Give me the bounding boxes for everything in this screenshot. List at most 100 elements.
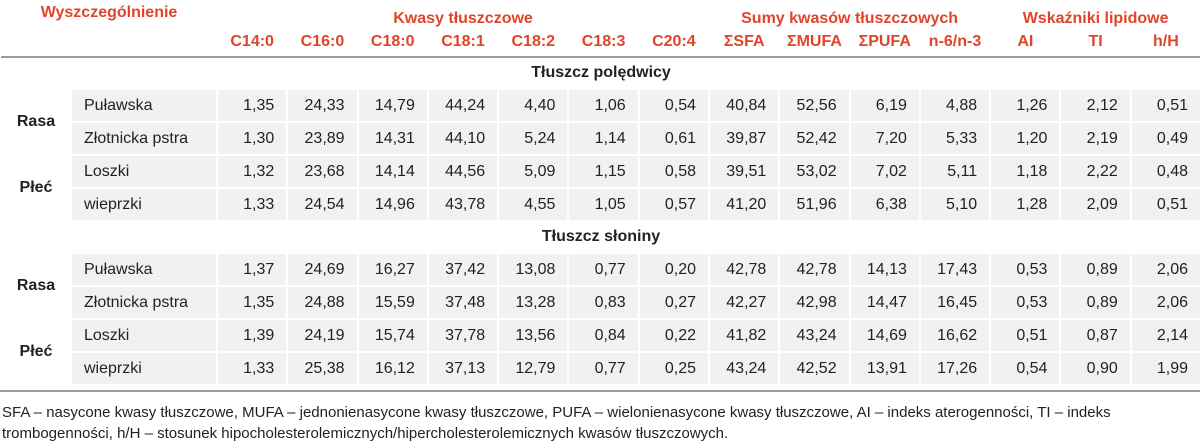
value-cell: 24,54: [286, 187, 359, 222]
stub-header: Wyszczególnienie: [1, 0, 218, 58]
value-cell: 1,33: [216, 187, 289, 222]
row-label: Złotnicka pstra: [69, 285, 219, 320]
value-cell: 14,47: [848, 285, 921, 320]
value-cell: 5,11: [918, 154, 992, 189]
value-cell: 5,10: [918, 187, 992, 222]
value-cell: 0,20: [637, 252, 711, 287]
value-cell: 0,54: [637, 88, 711, 123]
value-cell: 1,28: [989, 187, 1062, 222]
value-cell: 25,38: [286, 351, 359, 386]
value-cell: 0,51: [989, 318, 1062, 353]
column-header: ΣSFA: [709, 28, 780, 58]
column-header: ΣMUFA: [779, 28, 850, 58]
row-label: wieprzki: [69, 187, 219, 222]
value-cell: 0,25: [637, 351, 711, 386]
group-header: Sumy kwasów tłuszczowych: [741, 10, 959, 27]
value-cell: 17,26: [918, 351, 992, 386]
value-cell: 24,69: [286, 252, 359, 287]
value-cell: 1,35: [216, 285, 289, 320]
value-cell: 15,74: [356, 318, 429, 353]
value-cell: 15,59: [356, 285, 429, 320]
value-cell: 13,91: [848, 351, 921, 386]
value-cell: 16,27: [356, 252, 429, 287]
value-cell: 16,62: [918, 318, 992, 353]
value-cell: 24,33: [286, 88, 359, 123]
data-row: Złotnicka pstra 1,35 24,88 15,59 37,48 13,28 0…: [1, 285, 1200, 320]
value-cell: 1,30: [216, 121, 289, 156]
row-label: Loszki: [69, 318, 219, 353]
group-header: Kwasy tłuszczowe: [393, 10, 533, 27]
value-cell: 37,42: [426, 252, 500, 287]
value-cell: 0,57: [637, 187, 711, 222]
data-row: Płeć Loszki 1,32 23,68 14,14 44,56 5,09 1,15 0,5…: [0, 154, 1200, 222]
value-cell: 1,18: [989, 154, 1062, 189]
value-cell: 43,78: [426, 187, 500, 222]
value-cell: 37,78: [426, 318, 500, 353]
group-label: Płeć: [0, 318, 72, 386]
value-cell: 17,43: [918, 252, 992, 287]
value-cell: 43,24: [708, 351, 781, 386]
value-cell: 2,06: [1129, 285, 1200, 320]
value-cell: 44,10: [426, 121, 500, 156]
column-header: C14:0: [217, 28, 288, 58]
data-row: Płeć Loszki 1,39 24,19 15,74 37,78 13,56 0,84 0,…: [0, 318, 1200, 386]
column-header: C18:3: [568, 28, 639, 58]
value-cell: 5,09: [497, 154, 570, 189]
value-cell: 0,54: [989, 351, 1062, 386]
value-cell: 0,58: [637, 154, 711, 189]
value-cell: 53,02: [778, 154, 851, 189]
value-cell: 23,89: [286, 121, 359, 156]
value-cell: 16,12: [356, 351, 429, 386]
row-label: Loszki: [69, 154, 219, 189]
value-cell: 2,12: [1059, 88, 1132, 123]
value-cell: 0,27: [637, 285, 711, 320]
value-cell: 0,22: [637, 318, 711, 353]
value-cell: 0,53: [989, 252, 1062, 287]
value-cell: 5,24: [497, 121, 570, 156]
value-cell: 13,08: [497, 252, 570, 287]
value-cell: 52,42: [778, 121, 851, 156]
value-cell: 42,78: [708, 252, 781, 287]
value-cell: 4,55: [497, 187, 570, 222]
value-cell: 5,33: [918, 121, 992, 156]
row-label: wieprzki: [69, 351, 219, 386]
value-cell: 4,40: [497, 88, 570, 123]
value-cell: 44,24: [426, 88, 500, 123]
value-cell: 13,28: [497, 285, 570, 320]
value-cell: 42,27: [708, 285, 781, 320]
value-cell: 24,88: [286, 285, 359, 320]
group-header: Wskaźniki lipidowe: [1022, 10, 1169, 27]
value-cell: 1,35: [216, 88, 289, 123]
value-cell: 24,19: [286, 318, 359, 353]
column-header: n-6/n-3: [919, 28, 991, 58]
value-cell: 2,14: [1129, 318, 1200, 353]
value-cell: 14,14: [356, 154, 429, 189]
value-cell: 12,79: [497, 351, 570, 386]
value-cell: 6,19: [848, 88, 921, 123]
value-cell: 0,51: [1129, 187, 1200, 222]
value-cell: 0,53: [989, 285, 1062, 320]
section-row: Tłuszcz polędwicy: [1, 57, 1200, 89]
value-cell: 51,96: [778, 187, 851, 222]
value-cell: 0,51: [1129, 88, 1200, 123]
value-cell: 43,24: [778, 318, 851, 353]
value-cell: 1,32: [216, 154, 289, 189]
value-cell: 0,90: [1059, 351, 1132, 386]
value-cell: 1,39: [216, 318, 289, 353]
value-cell: 2,22: [1059, 154, 1132, 189]
value-cell: 0,89: [1059, 285, 1132, 320]
section-row: Tłuszcz słoniny: [1, 221, 1200, 253]
value-cell: 0,49: [1129, 121, 1200, 156]
row-label: Złotnicka pstra: [69, 121, 219, 156]
value-cell: 2,19: [1059, 121, 1132, 156]
row-label: Puławska: [69, 252, 219, 287]
value-cell: 14,79: [356, 88, 429, 123]
value-cell: 41,20: [708, 187, 781, 222]
value-cell: 39,51: [708, 154, 781, 189]
section-title: Tłuszcz polędwicy: [531, 64, 671, 81]
value-cell: 1,15: [567, 154, 640, 189]
value-cell: 1,20: [989, 121, 1062, 156]
section-title: Tłuszcz słoniny: [541, 228, 661, 245]
column-header: AI: [990, 28, 1061, 58]
